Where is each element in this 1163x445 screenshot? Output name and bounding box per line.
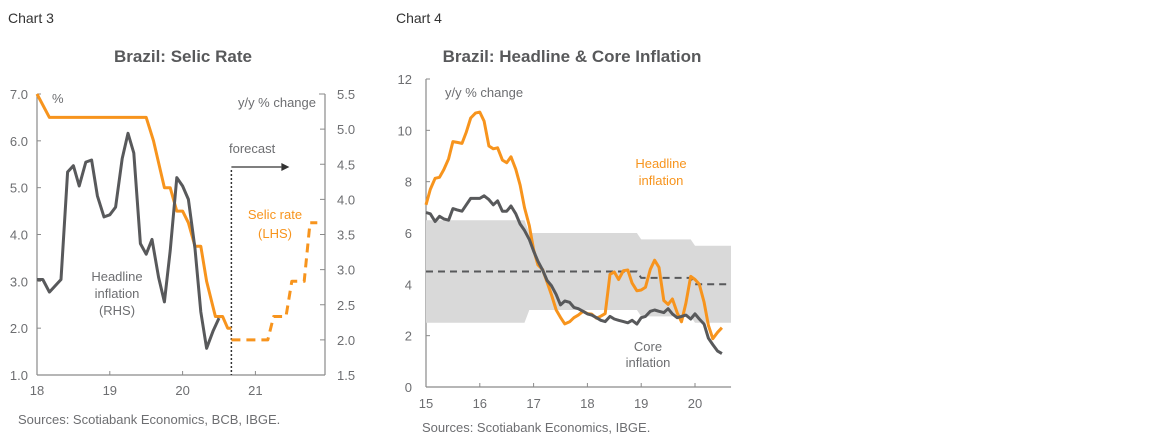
core-annotation: Core [634,339,662,354]
y-left-tick-label: 3.0 [10,274,28,289]
series-line-headline-inflation-rhs- [37,131,221,350]
y-unit-label: y/y % change [445,85,523,100]
headline-annotation: inflation [95,286,140,301]
chart4-sources: Sources: Scotiabank Economics, IBGE. [422,420,650,435]
y-right-tick-label: 5.0 [337,122,355,137]
x-tick-label: 18 [30,383,44,398]
y-left-tick-label: 1.0 [10,368,28,383]
target-band [426,220,731,323]
chart3-title: Brazil: Selic Rate [114,47,252,66]
y-left-tick-label: 6.0 [10,134,28,149]
y-right-tick-label: 3.0 [337,263,355,278]
y-left-unit-label: % [52,91,64,106]
y-right-tick-label: 3.5 [337,228,355,243]
y-right-tick-label: 2.0 [337,333,355,348]
forecast-arrowhead [281,163,290,171]
x-tick-label: 15 [419,396,433,411]
series-line-headline-inflation [424,110,723,341]
y-right-tick-label: 5.5 [337,87,355,102]
y-tick-label: 12 [398,72,412,87]
y-left-tick-label: 5.0 [10,181,28,196]
x-tick-label: 19 [103,383,117,398]
headline-annotation: inflation [639,173,684,188]
series-line-selic-rate-lhs- [35,93,232,330]
chart3-svg: Brazil: Selic Rate 1.0 2.0 3.0 4.0 5.0 6.0 7.0… [10,47,355,427]
chart3-sources: Sources: Scotiabank Economics, BCB, IBGE… [18,412,280,427]
chart4-title: Brazil: Headline & Core Inflation [443,47,702,66]
x-tick-label: 17 [526,396,540,411]
y-tick-label: 0 [405,380,412,395]
y-tick-label: 10 [398,123,412,138]
headline-annotation: Headline [91,269,142,284]
selic-annotation: (LHS) [258,226,292,241]
y-tick-label: 2 [405,329,412,344]
series-line-core-inflation [425,194,723,355]
forecast-label: forecast [229,141,276,156]
y-right-tick-label: 1.5 [337,368,355,383]
y-tick-label: 4 [405,277,412,292]
y-tick-label: 6 [405,226,412,241]
y-right-tick-label: 4.5 [337,157,355,172]
core-annotation: inflation [626,355,671,370]
y-right-tick-label: 4.0 [337,192,355,207]
series-line-selic-rate-forecast [231,221,318,342]
x-tick-label: 20 [175,383,189,398]
headline-annotation: (RHS) [99,303,135,318]
chart3-label: Chart 3 [8,10,54,26]
y-left-tick-label: 2.0 [10,321,28,336]
y-left-tick-label: 7.0 [10,87,28,102]
y-right-tick-label: 2.5 [337,298,355,313]
y-right-unit-label: y/y % change [238,95,316,110]
target-midpoint-line [426,270,731,286]
x-tick-label: 18 [580,396,594,411]
chart4-label: Chart 4 [396,10,442,26]
x-tick-label: 21 [248,383,262,398]
x-tick-label: 16 [473,396,487,411]
selic-annotation: Selic rate [248,207,302,222]
y-left-tick-label: 4.0 [10,228,28,243]
chart4-svg: Brazil: Headline & Core Inflation 0 2 4 6 8 1… [398,47,732,435]
y-tick-label: 8 [405,175,412,190]
headline-annotation: Headline [635,156,686,171]
x-tick-label: 19 [634,396,648,411]
x-tick-label: 20 [688,396,702,411]
